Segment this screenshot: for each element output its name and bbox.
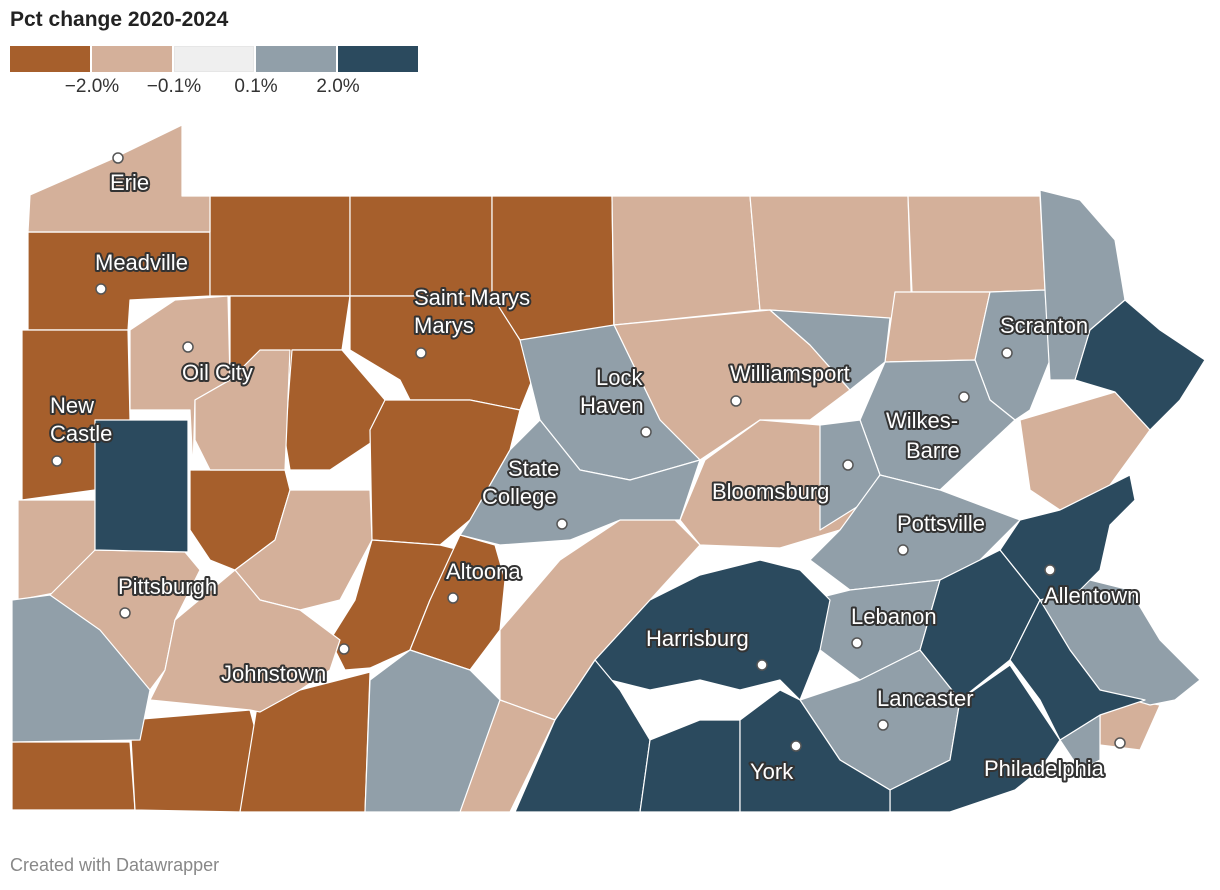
legend-tick: −2.0% [64,76,120,97]
svg-text:Pittsburgh: Pittsburgh [118,574,217,599]
svg-text:Meadville: Meadville [95,250,188,275]
color-legend [10,46,420,72]
svg-text:State: State [508,456,559,481]
svg-text:Altoona: Altoona [446,559,521,584]
county [329,539,461,671]
county [884,291,991,363]
city-marker-harrisburg: Harrisburg [644,624,768,671]
svg-text:Bloomsburg: Bloomsburg [712,479,829,504]
county [364,649,501,813]
city-marker-pottsville: Pottsville [895,509,987,556]
svg-text:Scranton: Scranton [1000,313,1088,338]
chart-title: Pct change 2020-2024 [10,8,229,31]
city-marker-meadville: Meadville [93,248,190,295]
city-marker-oil-city: Oil City [180,341,255,387]
svg-text:Philadelphia: Philadelphia [984,756,1105,781]
svg-text:Lebanon: Lebanon [851,604,937,629]
svg-text:Oil City: Oil City [182,360,253,385]
svg-text:Wilkes-: Wilkes- [886,408,958,433]
svg-text:College: College [482,484,557,509]
city-marker-lebanon: Lebanon [849,602,939,649]
city-marker-erie: Erie [108,152,151,197]
city-marker-altoona: Altoona [444,557,523,604]
svg-text:York: York [750,759,794,784]
city-marker-lock-haven: Lock Haven [578,363,652,438]
svg-text:Castle: Castle [50,421,112,446]
svg-text:Lock: Lock [596,365,643,390]
legend-swatch-strong-growth [338,46,418,72]
attribution-footer: Created with Datawrapper [10,855,220,875]
city-marker-williamsport: Williamsport [728,359,852,407]
counties-strong-growth [94,299,1206,813]
county [1074,299,1206,431]
county [769,309,891,391]
legend-tick: 2.0% [316,76,360,97]
city-marker-pittsburgh: Pittsburgh [116,572,219,619]
county [349,195,493,297]
city-marker-new-castle: New Castle [48,391,114,467]
county [907,195,1046,293]
city-marker-wilkes-barre: Wilkes- Barre [884,391,970,465]
county [739,689,891,813]
legend-swatch-decline [92,46,172,72]
counties-growth [11,189,1201,813]
legend-tick: −0.1% [146,76,202,97]
county [1009,599,1146,741]
county [459,419,701,546]
svg-text:Harrisburg: Harrisburg [646,626,749,651]
city-markers: Erie Meadville Saint Marys Marys Oil City… [48,152,1141,786]
city-marker-york: York [748,740,802,786]
counties-decline [17,124,1161,813]
legend-ticks: −2.0% −0.1% 0.1% 2.0% [0,76,440,104]
legend-swatch-strong-decline [10,46,90,72]
city-marker-bloomsburg: Bloomsburg [710,459,854,506]
city-marker-lancaster: Lancaster [875,684,976,731]
svg-text:Lancaster: Lancaster [877,686,974,711]
legend-swatch-growth [256,46,336,72]
county [639,719,741,813]
counties-strong-decline [11,195,615,813]
svg-text:Saint Marys: Saint Marys [414,285,530,310]
city-marker-johnstown: Johnstown [219,643,350,688]
county [611,195,761,326]
county [11,741,136,811]
city-marker-allentown: Allentown [1042,564,1141,610]
svg-text:Williamsport: Williamsport [730,361,850,386]
legend-tick: 0.1% [234,76,278,97]
svg-text:Allentown: Allentown [1044,583,1139,608]
county [491,195,615,341]
county [594,559,831,701]
city-marker-state-college: State College [480,454,568,530]
city-marker-philadelphia: Philadelphia [982,737,1126,783]
county [209,195,351,297]
county [11,594,151,743]
svg-text:Johnstown: Johnstown [221,661,326,686]
county [129,709,259,813]
county [749,195,913,321]
svg-text:New: New [50,393,94,418]
city-marker-saint-marys: Saint Marys Marys [412,283,532,359]
svg-text:Barre: Barre [906,438,960,463]
legend-swatch-no-change [174,46,254,72]
county [149,569,341,713]
city-marker-scranton: Scranton [998,311,1090,359]
svg-text:Marys: Marys [414,313,474,338]
county [94,419,189,553]
svg-text:Erie: Erie [110,170,149,195]
svg-text:Haven: Haven [580,393,644,418]
svg-text:Pottsville: Pottsville [897,511,985,536]
county [194,349,291,471]
